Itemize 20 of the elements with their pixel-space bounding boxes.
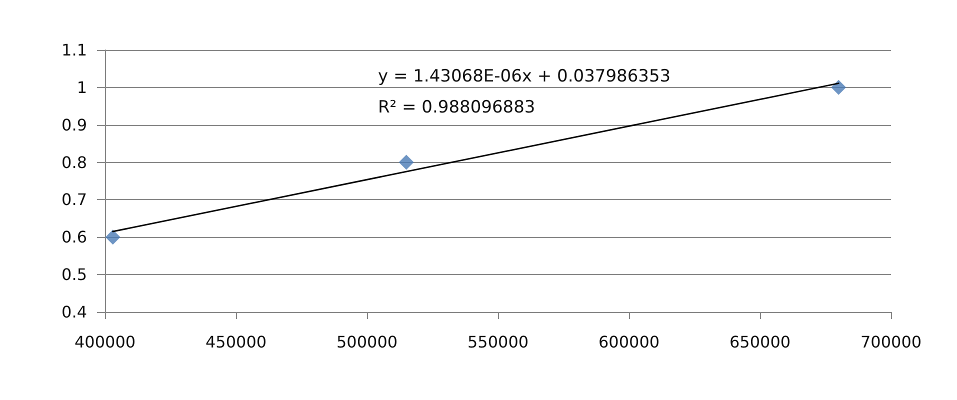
x-tick-label: 400000 [74,332,136,352]
y-tick-label: 0.7 [62,190,87,210]
y-tick-label: 1 [76,78,87,97]
x-tick-label: 450000 [205,332,267,352]
y-tick-label: 0.5 [62,265,87,284]
x-tick-label: 700000 [860,332,922,352]
x-tick-label: 600000 [598,332,660,352]
point [105,230,120,245]
point [398,154,414,170]
annotation: R² = 0.988096883 [378,98,536,118]
x-tick-label: 650000 [729,332,791,352]
x-tick-label: 500000 [336,332,398,352]
y-tick-label: 1.1 [62,40,87,60]
x-tick-label: 550000 [467,332,529,352]
y-tick-label: 0.8 [62,152,87,172]
y-tick-label: 0.4 [62,302,87,322]
y-tick-label: 0.9 [62,115,87,134]
y-tick-label: 0.6 [62,228,87,247]
point [831,80,846,95]
annotation: y = 1.43068E-06x + 0.037986353 [378,66,671,86]
